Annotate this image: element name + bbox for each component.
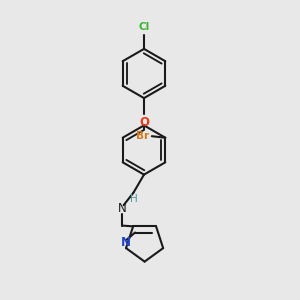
Text: N: N	[118, 202, 127, 215]
Text: O: O	[139, 116, 149, 129]
Text: Cl: Cl	[138, 22, 150, 32]
Text: H: H	[130, 194, 137, 204]
Text: Br: Br	[136, 131, 149, 141]
Text: N: N	[121, 236, 131, 249]
